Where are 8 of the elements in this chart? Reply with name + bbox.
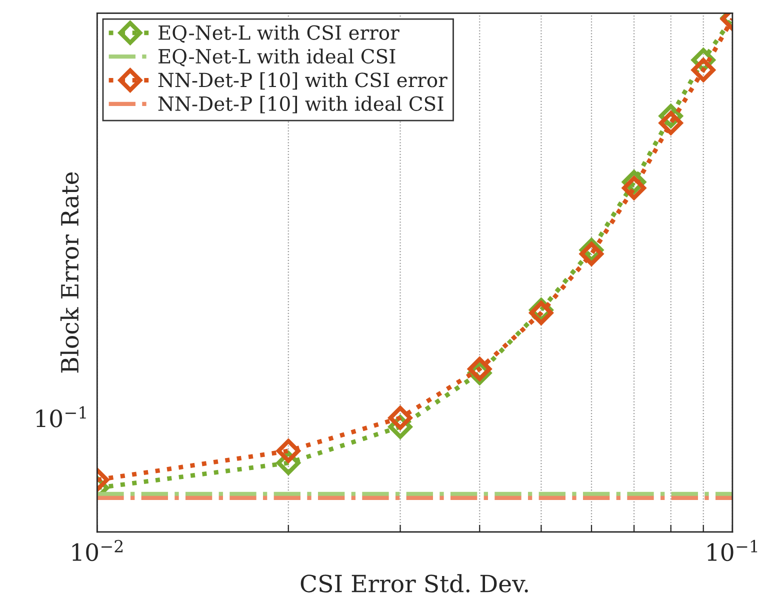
- text: 10$^{−1}$: [36, 406, 86, 428]
- legend-label: NN-Det-P [10] with ideal CSI: [158, 96, 444, 114]
- x-tick-label: 10$^{−2}$: [72, 540, 123, 562]
- legend-label: EQ-Net-L with ideal CSI: [158, 48, 396, 66]
- x-axis-title: CSI Error Std. Dev.: [300, 574, 528, 592]
- y-axis-title: Block Error Rate: [60, 172, 79, 373]
- legend-label: EQ-Net-L with CSI error: [158, 24, 400, 43]
- legend-label: NN-Det-P [10] with CSI error: [158, 72, 448, 90]
